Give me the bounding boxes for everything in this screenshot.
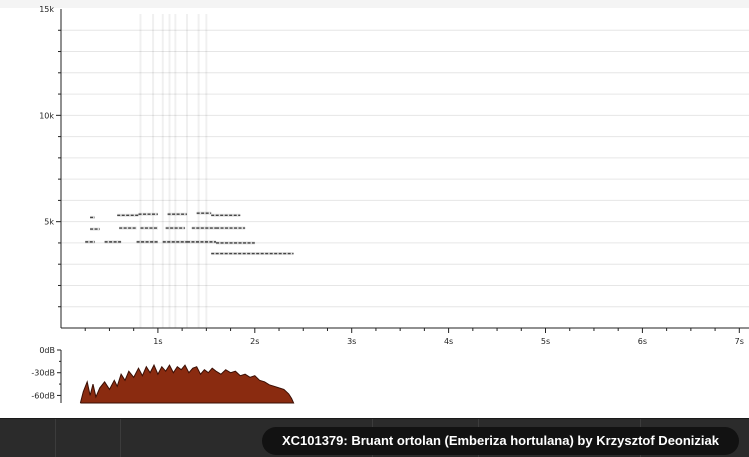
spectrogram-chart[interactable]: 5k 10k 15k 1s 2s 3s 4s 5s 6s 7s 0dB -30dB -60dB (0, 0, 749, 418)
note-halo (140, 226, 158, 230)
amplitude-envelope (79, 363, 295, 404)
x-tick-label: 2s (250, 337, 259, 346)
note-halo (119, 226, 137, 230)
x-tick-label: 6s (638, 337, 647, 346)
x-tick-label: 7s (735, 337, 744, 346)
control-divider (120, 419, 121, 457)
x-tick-label: 5s (541, 337, 550, 346)
y-tick-label: 10k (39, 111, 54, 120)
x-tick-label: 1s (153, 337, 162, 346)
x-tick-label: 4s (444, 337, 453, 346)
recording-caption: XC101379: Bruant ortolan (Emberiza hortu… (261, 427, 739, 455)
control-divider (55, 419, 56, 457)
x-tick-label: 3s (347, 337, 356, 346)
y-tick-label: 15k (39, 5, 54, 14)
amplitude-tick-label: -60dB (31, 391, 55, 400)
amplitude-tick-label: 0dB (39, 346, 55, 355)
note-halo (104, 240, 122, 244)
note-halo (162, 240, 187, 244)
top-strip (0, 0, 749, 8)
amplitude-tick-label: -30dB (31, 369, 55, 378)
note-halo (191, 226, 217, 230)
spectrogram-plot-area (61, 9, 749, 328)
y-tick-label: 5k (44, 218, 54, 227)
